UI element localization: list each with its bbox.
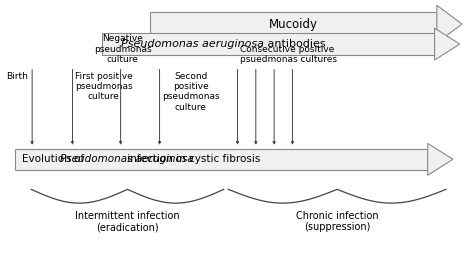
Text: Intermittent infection
(eradication): Intermittent infection (eradication) <box>75 211 180 232</box>
Text: First positive
pseudmonas
culture: First positive pseudmonas culture <box>75 72 133 101</box>
Text: infection in cystic fibrosis: infection in cystic fibrosis <box>124 154 261 164</box>
Text: Chronic infection
(suppression): Chronic infection (suppression) <box>296 211 378 232</box>
Bar <box>102 34 435 55</box>
Bar <box>15 149 428 170</box>
Polygon shape <box>435 28 460 60</box>
Text: Pseudomonas aeruginosa: Pseudomonas aeruginosa <box>60 154 194 164</box>
Text: Mucoidy: Mucoidy <box>269 18 318 30</box>
Text: Consecutive positive
psuedmonas cultures: Consecutive positive psuedmonas cultures <box>240 45 337 64</box>
Polygon shape <box>437 5 462 43</box>
Text: Birth: Birth <box>6 72 27 81</box>
Polygon shape <box>428 143 453 175</box>
Text: Pseudomonas aeruginosa: Pseudomonas aeruginosa <box>121 39 264 49</box>
Text: Second
positive
pseudmonas
culture: Second positive pseudmonas culture <box>162 72 219 112</box>
Text: antibodies: antibodies <box>264 39 326 49</box>
Bar <box>150 12 437 37</box>
Text: Negative
pseudmonas
culture: Negative pseudmonas culture <box>94 34 152 64</box>
Text: Evolution of: Evolution of <box>22 154 87 164</box>
